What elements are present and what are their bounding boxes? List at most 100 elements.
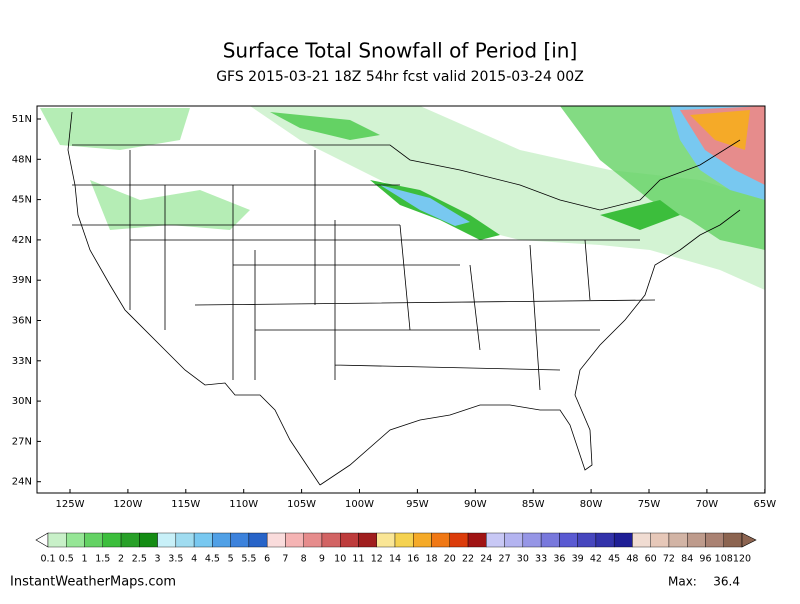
lat-label: 45N	[12, 195, 32, 206]
colorbar-label: 33	[535, 554, 547, 565]
colorbar-label: 11	[352, 554, 364, 565]
colorbar-swatch	[248, 532, 268, 548]
colorbar-label: 12	[371, 554, 383, 565]
lon-label: 115W	[171, 499, 200, 510]
colorbar-swatch	[394, 532, 414, 548]
colorbar-label: 36	[553, 554, 565, 565]
colorbar-label: 10	[334, 554, 346, 565]
colorbar-swatch	[321, 532, 341, 548]
colorbar-swatch	[358, 532, 377, 548]
colorbar-swatch	[175, 532, 195, 548]
snow-area	[270, 112, 380, 140]
colorbar-swatch	[102, 532, 122, 548]
colorbar-swatch	[413, 532, 432, 548]
colorbar-label: 39	[572, 554, 584, 565]
colorbar-swatch	[540, 532, 560, 548]
colorbar-swatch	[687, 532, 706, 548]
max-value: 36.4	[713, 575, 740, 589]
colorbar-label: 3	[155, 554, 161, 565]
snow-area	[40, 108, 190, 150]
colorbar-label: 24	[480, 554, 492, 565]
lat-label: 33N	[12, 356, 32, 367]
colorbar-label: 9	[319, 554, 325, 565]
snowfall-field	[40, 106, 765, 290]
state-lines	[72, 150, 656, 391]
colorbar-label: 84	[681, 554, 693, 565]
lat-label: 24N	[12, 477, 32, 488]
colorbar-label: 16	[407, 554, 419, 565]
lon-label: 110W	[229, 499, 258, 510]
colorbar-label: 5.5	[241, 554, 256, 565]
colorbar-label: 27	[499, 554, 511, 565]
colorbar-swatch	[266, 532, 286, 548]
colorbar-swatch	[613, 532, 633, 548]
colorbar-swatch	[376, 532, 396, 548]
lat-label: 30N	[12, 396, 32, 407]
colorbar-swatch	[340, 532, 359, 548]
lat-label: 36N	[12, 316, 32, 327]
border	[72, 139, 741, 211]
map-frame	[36, 105, 766, 494]
lon-label: 90W	[464, 499, 487, 510]
coastline	[67, 111, 741, 486]
lon-label: 85W	[522, 499, 545, 510]
lat-label: 51N	[12, 114, 32, 125]
colorbar: 0.1 0.5 1 1.5 2 2.5 3 3.5 4 4.5 5 5.5 6 7 8 9 10 11 12 14 16…	[35, 532, 757, 565]
lat-label: 48N	[12, 154, 32, 165]
colorbar-swatch	[285, 532, 304, 548]
lat-label: 42N	[12, 235, 32, 246]
colorbar-label: 72	[663, 554, 675, 565]
colorbar-swatch	[577, 532, 597, 548]
boundaries	[67, 111, 741, 486]
colorbar-swatch	[193, 532, 213, 548]
lon-label: 65W	[753, 499, 776, 510]
colorbar-label: 4.5	[205, 554, 220, 565]
lon-label: 75W	[638, 499, 661, 510]
colorbar-end	[741, 532, 757, 548]
axis-labels: 51N 48N 45N 42N 39N 36N 33N 30N 27N 24N 125W 120W 11…	[12, 114, 776, 510]
colorbar-label: 42	[590, 554, 602, 565]
colorbar-label: 1.5	[95, 554, 110, 565]
colorbar-label: 18	[425, 554, 437, 565]
colorbar-swatch	[595, 532, 615, 548]
colorbar-label: 96	[699, 554, 711, 565]
colorbar-swatch	[157, 532, 177, 548]
colorbar-swatch	[668, 532, 688, 548]
colorbar-label: 5	[228, 554, 234, 565]
subtitle: GFS 2015-03-21 18Z 54hr fcst valid 2015-…	[216, 69, 584, 85]
snow-area	[250, 106, 765, 290]
colorbar-swatch	[449, 532, 469, 548]
lon-label: 95W	[406, 499, 429, 510]
colorbar-label: 22	[462, 554, 474, 565]
colorbar-swatch	[705, 532, 724, 548]
colorbar-swatch	[120, 532, 140, 548]
lon-label: 80W	[580, 499, 603, 510]
colorbar-label: 2.5	[132, 554, 147, 565]
footer: InstantWeatherMaps.com	[10, 575, 176, 590]
colorbar-label: 7	[282, 554, 288, 565]
lon-label: 105W	[287, 499, 316, 510]
colorbar-swatch	[303, 532, 323, 548]
colorbar-label: 30	[517, 554, 529, 565]
colorbar-label: 0.1	[40, 554, 55, 565]
colorbar-swatch	[632, 532, 651, 548]
colorbar-swatch	[431, 532, 450, 548]
snow-area	[600, 200, 680, 230]
colorbar-label: 1	[82, 554, 88, 565]
colorbar-label: 45	[608, 554, 620, 565]
colorbar-swatch	[230, 532, 250, 548]
lon-label: 120W	[113, 499, 142, 510]
colorbar-label: 60	[645, 554, 657, 565]
colorbar-swatch	[84, 532, 103, 548]
colorbar-swatch	[467, 532, 487, 548]
snow-area	[690, 110, 750, 150]
colorbar-swatch	[486, 532, 505, 548]
colorbar-label: 6	[264, 554, 270, 565]
colorbar-label: 3.5	[168, 554, 183, 565]
lat-label: 27N	[12, 436, 32, 447]
colorbar-swatch	[212, 532, 231, 548]
colorbar-swatch	[47, 532, 67, 548]
colorbar-swatch	[650, 532, 670, 548]
